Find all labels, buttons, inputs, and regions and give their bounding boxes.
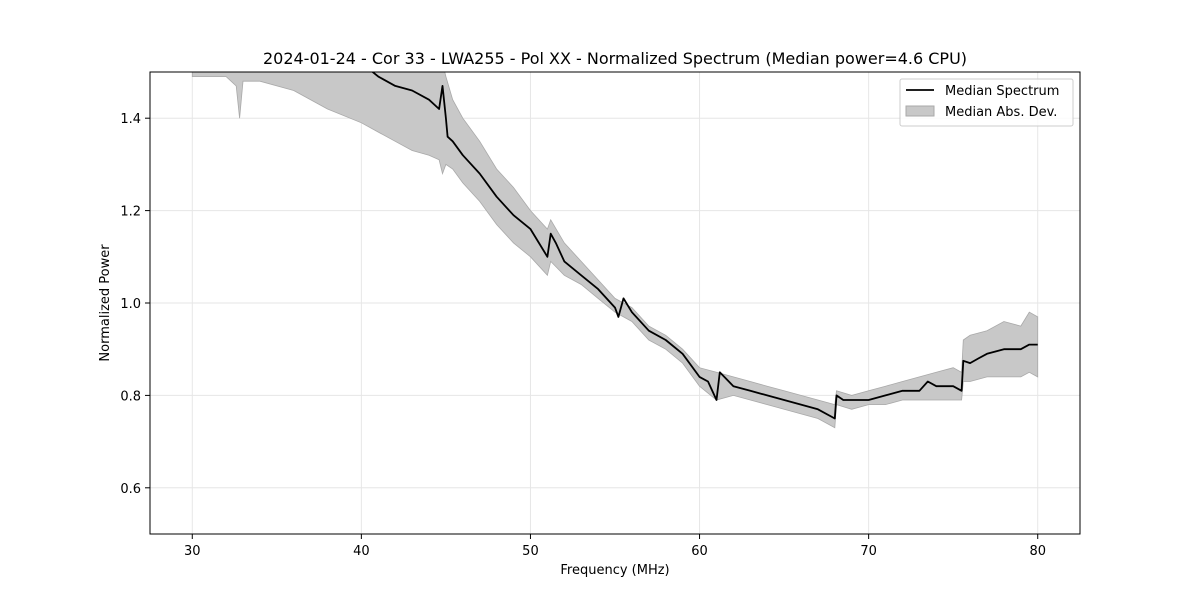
legend-label-median-abs-dev: Median Abs. Dev.	[945, 105, 1057, 120]
x-tick-label: 50	[522, 544, 539, 559]
y-tick-label: 0.6	[120, 482, 141, 497]
y-tick-label: 1.0	[120, 297, 141, 312]
y-axis-label: Normalized Power	[98, 244, 113, 362]
chart-title: 2024-01-24 - Cor 33 - LWA255 - Pol XX - …	[263, 49, 967, 68]
legend-box	[899, 78, 1074, 127]
x-tick-label: 80	[1029, 544, 1046, 559]
legend-band-swatch	[905, 105, 935, 117]
y-axis: 0.6 0.8 1.0 1.2 1.4	[120, 112, 150, 497]
median-spectrum-line	[371, 72, 1038, 420]
y-tick-label: 1.2	[120, 205, 141, 220]
x-tick-label: 60	[691, 544, 708, 559]
x-tick-label: 70	[860, 544, 877, 559]
x-tick-label: 30	[184, 544, 201, 559]
plot-area	[191, 72, 1039, 429]
median-abs-dev-band	[191, 72, 1039, 429]
x-axis: 30 40 50 60 70 80	[184, 534, 1046, 559]
legend-label-median-spectrum: Median Spectrum	[945, 84, 1059, 99]
legend: Median Spectrum Median Abs. Dev.	[899, 78, 1074, 127]
x-tick-label: 40	[353, 544, 370, 559]
y-tick-label: 1.4	[120, 112, 141, 127]
y-tick-label: 0.8	[120, 389, 141, 404]
x-axis-label: Frequency (MHz)	[560, 563, 669, 578]
